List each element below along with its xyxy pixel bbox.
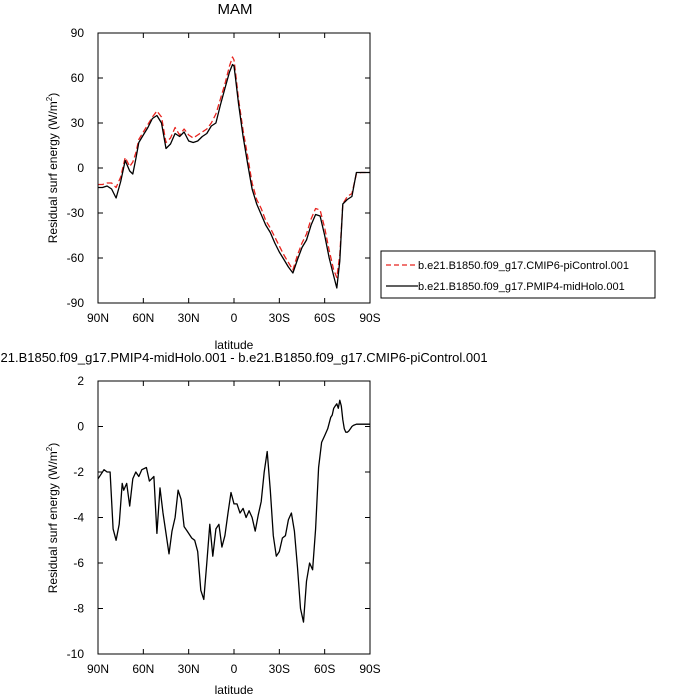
bottom-chart-ytick-label: 2 xyxy=(77,374,84,388)
legend-label-midholo: b.e21.B1850.f09_g17.PMIP4-midHolo.001 xyxy=(418,281,625,293)
top-chart-ytick-label: 30 xyxy=(71,116,85,130)
top-chart-xtick-label: 30S xyxy=(269,311,290,325)
top-chart-ytick-label: -60 xyxy=(67,251,85,265)
top-chart-xtick-label: 0 xyxy=(231,311,238,325)
top-chart-ytick-label: 60 xyxy=(71,71,85,85)
bottom-chart-xtick-label: 90S xyxy=(359,662,380,676)
top-chart-frame xyxy=(97,32,371,304)
top-chart-legend: b.e21.B1850.f09_g17.CMIP6-piControl.001 … xyxy=(380,250,656,299)
bottom-chart-ytick-label: -4 xyxy=(73,511,84,525)
top-chart-ticks: 90N 60N 30N 0 30S 60S 90S -90 -60 -30 0 30 60 90 xyxy=(67,26,381,325)
bottom-chart-xtick-label: 30S xyxy=(269,662,290,676)
top-chart-xlabel: latitude xyxy=(215,338,254,352)
top-chart-series-group xyxy=(98,56,370,289)
legend-label-picontrol: b.e21.B1850.f09_g17.CMIP6-piControl.001 xyxy=(418,260,629,272)
top-chart-ytick-label: -90 xyxy=(67,296,85,310)
bottom-chart-ticks: 90N 60N 30N 0 30S 60S 90S -10 -8 -6 -4 -2 0 2 xyxy=(67,374,381,676)
top-chart-ytick-label: 0 xyxy=(77,161,84,175)
top-chart-xtick-label: 30N xyxy=(178,311,200,325)
bottom-chart-xtick-label: 90N xyxy=(87,662,109,676)
top-chart-xtick-label: 90S xyxy=(359,311,380,325)
bottom-chart-xtick-label: 60N xyxy=(132,662,154,676)
top-chart-series-line-1 xyxy=(98,63,370,289)
bottom-chart-xlabel: latitude xyxy=(215,683,254,697)
bottom-chart-panel: b.e21.B1850.f09_g17.PMIP4-midHolo.001 - … xyxy=(0,350,488,697)
top-chart-ytick-label: -30 xyxy=(67,206,85,220)
bottom-chart-ytick-label: 0 xyxy=(77,420,84,434)
bottom-chart-ylabel-superscript: 2 xyxy=(45,446,54,451)
top-chart-panel: MAM 90N 60N 30N 0 30S 60S 90S-90-60-300306090 … xyxy=(45,1,656,352)
top-chart-ylabel-end: ) xyxy=(46,93,60,97)
top-chart-title: MAM xyxy=(218,1,253,18)
legend-box xyxy=(380,250,656,299)
bottom-chart-ylabel-end: ) xyxy=(46,443,60,447)
bottom-chart-ytick-label: -10 xyxy=(67,647,85,661)
top-chart-xtick-label: 60S xyxy=(314,311,335,325)
top-chart-series-line-0 xyxy=(98,56,370,279)
bottom-chart-ylabel-main: Residual surf energy (W/m xyxy=(46,451,60,593)
bottom-chart-series-group xyxy=(97,399,370,623)
top-chart-ytick-label: 90 xyxy=(71,26,85,40)
bottom-chart-series-line-0 xyxy=(97,399,370,623)
top-chart-ylabel-main: Residual surf energy (W/m xyxy=(46,101,60,243)
bottom-chart-xtick-label: 0 xyxy=(231,662,238,676)
top-chart-ylabel: Residual surf energy (W/m2) xyxy=(45,93,60,244)
bottom-chart-title: b.e21.B1850.f09_g17.PMIP4-midHolo.001 - … xyxy=(0,350,488,365)
bottom-chart-ytick-label: -6 xyxy=(73,556,84,570)
top-chart-ylabel-superscript: 2 xyxy=(45,96,54,101)
bottom-chart-ylabel: Residual surf energy (W/m2) xyxy=(45,443,60,594)
bottom-chart-xtick-label: 30N xyxy=(178,662,200,676)
top-chart-xtick-label: 60N xyxy=(132,311,154,325)
top-chart-xtick-label: 90N xyxy=(87,311,109,325)
bottom-chart-ytick-label: -8 xyxy=(73,602,84,616)
bottom-chart-xtick-label: 60S xyxy=(314,662,335,676)
bottom-chart-ytick-label: -2 xyxy=(73,465,84,479)
